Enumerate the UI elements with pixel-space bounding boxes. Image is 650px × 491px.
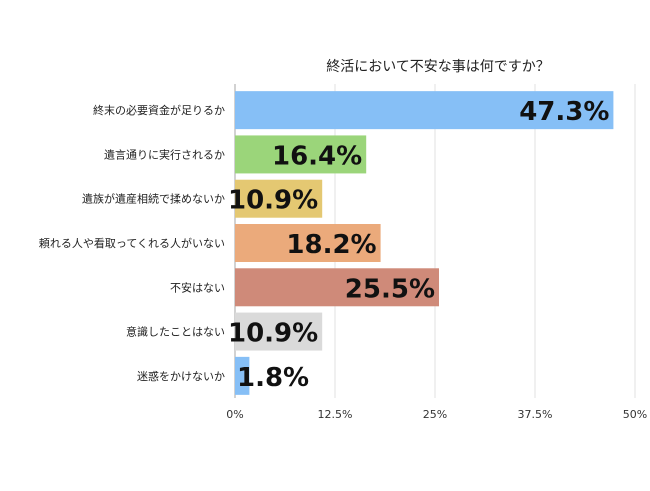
bar [235,91,614,130]
category-labels: 終末の必要資金が足りるか遺言通りに実行されるか遺族が遺産相続で揉めないか頼れる人… [39,103,225,383]
chart-title: 終活において不安な事は何ですか？ [326,59,550,75]
bar [235,135,367,174]
value-label: 47.3% [519,97,609,127]
value-label: 10.9% [228,186,318,216]
category-label: 頼れる人や看取ってくれる人がいない [39,236,225,250]
value-label: 25.5% [345,274,435,304]
bar [235,312,323,351]
x-tick-label: 12.5% [318,408,353,421]
bar [235,224,381,262]
bars: 47.3% 16.4% 10.9% 18.2% 25.5% 10.9% 1.8% [228,91,614,395]
x-tick-label: 0% [226,408,243,421]
category-label: 遺言通りに実行されるか [104,147,225,161]
value-label: 10.9% [228,319,318,349]
x-tick-label: 37.5% [518,408,553,421]
category-label: 迷惑をかけないか [137,369,225,383]
x-axis-ticks: 0% 12.5% 25% 37.5% 50% [226,408,647,421]
bar [235,268,439,307]
category-label: 不安はない [170,280,225,294]
value-label: 1.8% [237,363,309,393]
category-label: 遺族が遺産相続で揉めないか [82,192,225,206]
bar [235,356,250,395]
category-label: 終末の必要資金が足りるか [93,103,225,117]
value-label: 18.2% [286,230,376,260]
x-tick-label: 25% [423,408,447,421]
category-label: 意識したことはない [126,325,225,339]
x-tick-label: 50% [623,408,647,421]
value-label: 16.4% [272,141,362,171]
bar [235,179,323,218]
